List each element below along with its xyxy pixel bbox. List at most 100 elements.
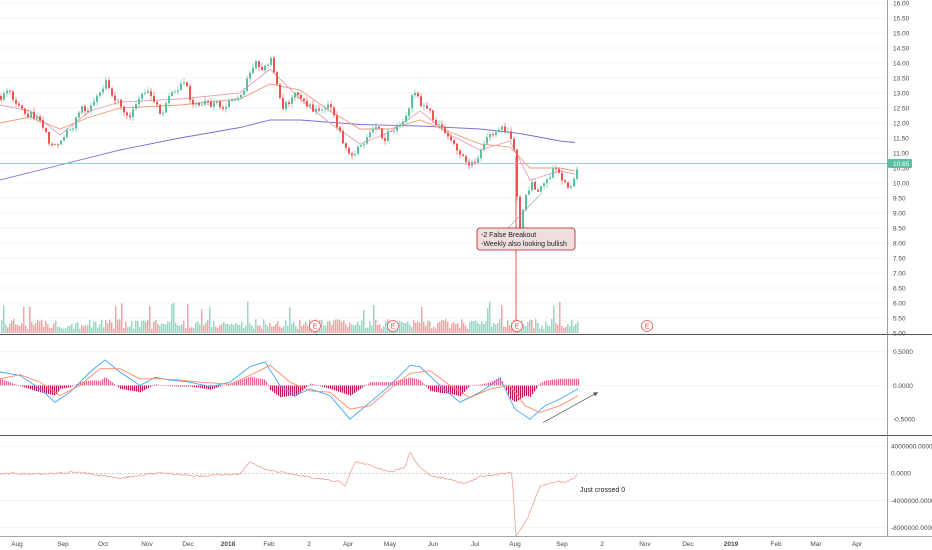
time-tick-label: 2 [307,541,311,548]
macd-histogram-bar [506,385,508,391]
volume-bar [285,320,287,333]
candle-body [30,111,32,117]
volume-bar [531,319,533,333]
macd-histogram-bar [548,380,550,386]
volume-bar [251,325,253,333]
volume-bar [331,325,333,333]
volume-bar [221,324,223,333]
time-tick-label: Nov [639,541,651,548]
macd-histogram-bar [154,384,156,386]
volume-bar [525,326,527,333]
candle-body [96,95,98,102]
candle-body [72,128,74,130]
oscillator-tick-label: -4000000.0000 [891,498,932,505]
macd-histogram-bar [160,385,162,386]
volume-bar [135,320,137,333]
macd-histogram-bar [522,385,524,398]
macd-histogram-bar [232,382,234,386]
volume-bar [143,320,145,333]
macd-histogram-bar [50,385,52,395]
volume-bar [527,322,529,333]
volume-bar [543,328,545,333]
macd-histogram-bar [22,385,24,387]
macd-histogram-bar [94,380,96,386]
volume-bar [83,326,85,333]
candle-body [78,112,80,118]
volume-bar [563,328,565,333]
candle-body [387,131,389,141]
volume-bar [5,324,7,333]
macd-histogram-bar [426,385,428,387]
price-tick-label: 14.50 [893,45,910,52]
volume-bar [327,321,329,333]
candle-body [285,102,287,110]
macd-histogram-bar [536,385,538,389]
macd-histogram-bar [530,385,532,397]
candle-body [483,143,485,151]
volume-bar [205,322,207,333]
price-axis: 16.00 15.50 15.00 14.50 14.00 13.50 13.00 12.50… [893,0,910,337]
candle-body [12,91,14,100]
macd-histogram-bar [480,384,482,386]
time-tick-label: Oct [98,541,108,548]
candle-body [555,168,557,169]
volume-bar [359,325,361,333]
macd-histogram-bar [312,384,314,386]
macd-histogram-bar [334,385,336,391]
time-tick-label: Sep [556,541,568,548]
macd-histogram-bar [372,382,374,386]
candle-body [417,93,419,97]
volume-bar [45,321,47,333]
candle-body [357,146,359,155]
macd-histogram-bar [112,382,114,386]
volume-bar [7,327,9,333]
macd-histogram-bar [10,382,12,386]
candle-body [279,84,281,98]
volume-bar [247,301,249,333]
candle-body [264,65,266,71]
candle-body [18,103,20,106]
macd-histogram-bar [66,385,68,388]
macd-histogram-bar [146,385,148,390]
macd-histogram-bar [414,378,416,386]
candle-body [462,154,464,157]
candle-body [42,120,44,128]
time-tick-label: Aug [509,541,521,548]
volume-bar [157,323,159,333]
volume-bar [273,326,275,333]
macd-histogram-bar [180,385,182,387]
macd-histogram-bar [408,377,410,386]
volume-bar [529,319,531,333]
volume-bar [485,321,487,333]
candle-body [441,124,443,128]
macd-histogram-bar [462,385,464,395]
macd-histogram-bar [86,381,88,386]
macd-histogram-bar [284,385,286,397]
macd-histogram-bar [488,382,490,386]
oscillator-axis: 4000000.0000 0.0000 -4000000.0000 -8000000.… [891,443,932,532]
macd-histogram-bar [162,385,164,386]
macd-histogram-bar [214,385,216,389]
candle-body [33,111,35,119]
macd-histogram-bar [252,377,254,386]
volume-bar [139,327,141,333]
candle-body [492,134,494,136]
candle-body [519,196,521,234]
macd-histogram-bar [484,383,486,386]
macd-histogram-bar [134,385,136,392]
macd-histogram-bar [542,382,544,386]
time-tick-label: Feb [263,541,275,548]
candle-body [231,99,233,101]
candle-body [57,143,59,145]
macd-histogram-bar [368,383,370,386]
volume-bar [17,324,19,333]
candle-body [0,96,2,100]
macd-histogram-bar [124,385,126,390]
volume-bar [571,319,573,333]
time-tick-label: Mar [810,541,822,548]
price-tick-label: 11.50 [893,135,909,142]
macd-histogram-bar [508,385,510,395]
macd-histogram-bar [398,380,400,386]
candle-body [540,186,542,192]
